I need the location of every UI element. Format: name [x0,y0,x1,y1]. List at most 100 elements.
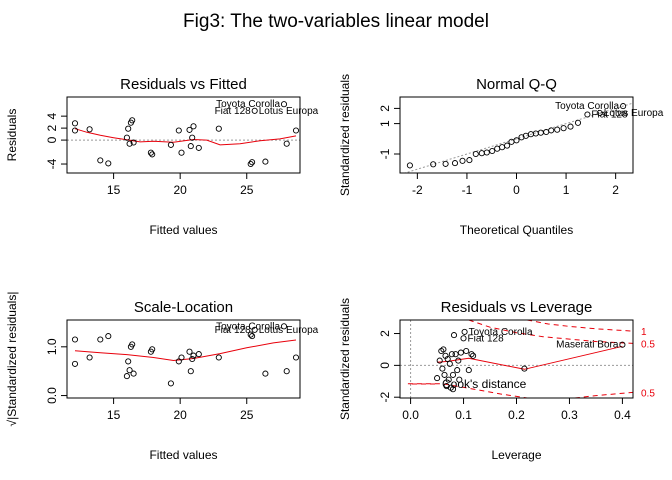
data-point [123,373,130,380]
data-point [584,111,591,118]
data-point [574,119,582,126]
data-point [292,127,300,134]
x-axis-label: Theoretical Quantiles [460,223,573,237]
data-point [71,120,79,127]
x-tick-label: 0.1 [455,408,472,422]
data-point [443,383,450,390]
data-point [280,323,288,330]
data-point [187,368,194,375]
data-point [130,139,137,146]
data-point [620,103,627,110]
data-point [215,354,222,361]
data-point [441,371,448,378]
panel-title: Residuals vs Leverage [441,299,593,316]
plot-frame [66,96,301,174]
data-point [187,143,194,150]
data-point [470,352,477,359]
data-point [461,328,468,335]
x-tick-label: 0 [513,183,520,197]
data-point [463,347,470,355]
figure-title: Fig3: The two-variables linear model [183,11,489,32]
data-point [149,151,156,158]
data-point [129,341,136,348]
x-axis-label: Leverage [491,448,541,462]
data-point [504,142,511,149]
data-point [445,376,452,383]
data-point [456,376,463,383]
data-point [97,157,104,164]
point-label: Toyota Corolla [555,101,619,112]
cooks-distance-contour [574,391,633,398]
data-point [86,354,93,361]
data-point [465,367,472,374]
data-point [251,326,258,333]
data-point [186,348,193,355]
data-point [178,149,185,156]
data-point [105,333,112,340]
point-label: Lotus Europa [259,106,319,117]
plot-frame [66,319,301,399]
data-point [449,386,457,393]
data-point [249,159,256,166]
x-tick-label: 0.0 [402,408,419,422]
data-point [451,160,459,167]
data-point [125,125,132,132]
data-point [454,367,461,374]
data-point [283,140,290,147]
data-point [548,127,555,134]
x-tick-label: -2 [412,183,423,197]
data-point [195,351,202,358]
data-point [283,368,290,375]
y-axis-label: Standardized residuals [338,74,352,196]
data-point [167,380,174,387]
y-tick-label: 0 [45,136,59,143]
x-tick-label: 25 [240,408,254,422]
data-point [406,162,413,169]
point-label: Toyota Corolla [216,321,280,332]
cooks-contour-label: 0.5 [641,388,655,399]
data-point [167,141,174,148]
y-tick-label: -4 [45,158,59,169]
data-point [478,150,485,157]
x-tick-label: 0.3 [561,408,578,422]
data-point [537,129,544,136]
y-tick-label: 1.0 [45,338,59,355]
data-point [567,123,574,130]
y-tick-label: 4 [45,112,59,119]
point-label: Fiat 128 [468,333,505,344]
data-point [494,145,501,152]
smoother-line [437,345,623,370]
x-tick-label: 25 [240,183,254,197]
data-point [434,375,441,382]
data-point [430,161,437,168]
x-tick-label: 0.4 [614,408,631,422]
data-point [149,346,156,353]
data-point [262,158,269,165]
smoother-line [74,339,297,362]
y-tick-label: 2 [378,105,392,112]
point-label: Lotus Europa [259,325,319,336]
y-tick-label: -1 [378,148,392,159]
data-point [448,351,455,358]
data-point [105,160,112,167]
data-point [189,134,196,141]
data-point [468,351,475,358]
x-tick-label: 20 [173,408,187,422]
data-point [440,346,447,353]
y-axis-label: Residuals [5,109,19,162]
data-point [452,351,459,358]
point-label: Toyota Corolla [216,99,280,110]
data-point [619,341,626,348]
panel-title: Residuals vs Fitted [120,76,247,93]
x-tick-label: 20 [173,183,187,197]
x-axis-label: Fitted values [149,223,217,237]
data-point [130,370,137,377]
point-label: Fiat 128 [215,106,252,117]
data-point [262,370,269,377]
data-point [513,137,520,144]
x-tick-label: 2 [612,183,619,197]
cooks-contour-label: 0.5 [641,339,655,350]
data-point [560,125,567,132]
